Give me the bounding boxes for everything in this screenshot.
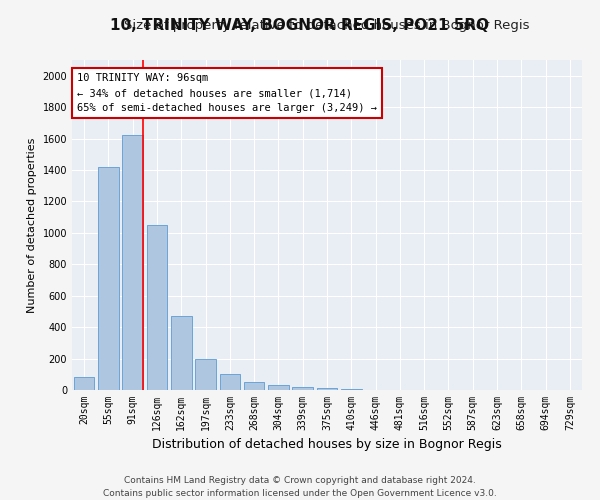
Bar [74, 378, 94, 390]
Bar [268, 386, 289, 390]
Text: 10, TRINITY WAY, BOGNOR REGIS, PO21 5RQ: 10, TRINITY WAY, BOGNOR REGIS, PO21 5RQ [110, 18, 490, 32]
Bar [98, 167, 119, 390]
Bar [244, 382, 265, 390]
Bar [220, 374, 240, 390]
Title: Size of property relative to detached houses in Bognor Regis: Size of property relative to detached ho… [124, 20, 530, 32]
X-axis label: Distribution of detached houses by size in Bognor Regis: Distribution of detached houses by size … [152, 438, 502, 452]
Bar [171, 316, 191, 390]
Bar [146, 225, 167, 390]
Bar [317, 388, 337, 390]
Text: Contains HM Land Registry data © Crown copyright and database right 2024.
Contai: Contains HM Land Registry data © Crown c… [103, 476, 497, 498]
Bar [341, 389, 362, 390]
Y-axis label: Number of detached properties: Number of detached properties [27, 138, 37, 312]
Bar [292, 387, 313, 390]
Bar [195, 358, 216, 390]
Text: 10 TRINITY WAY: 96sqm
← 34% of detached houses are smaller (1,714)
65% of semi-d: 10 TRINITY WAY: 96sqm ← 34% of detached … [77, 73, 377, 113]
Bar [122, 136, 143, 390]
